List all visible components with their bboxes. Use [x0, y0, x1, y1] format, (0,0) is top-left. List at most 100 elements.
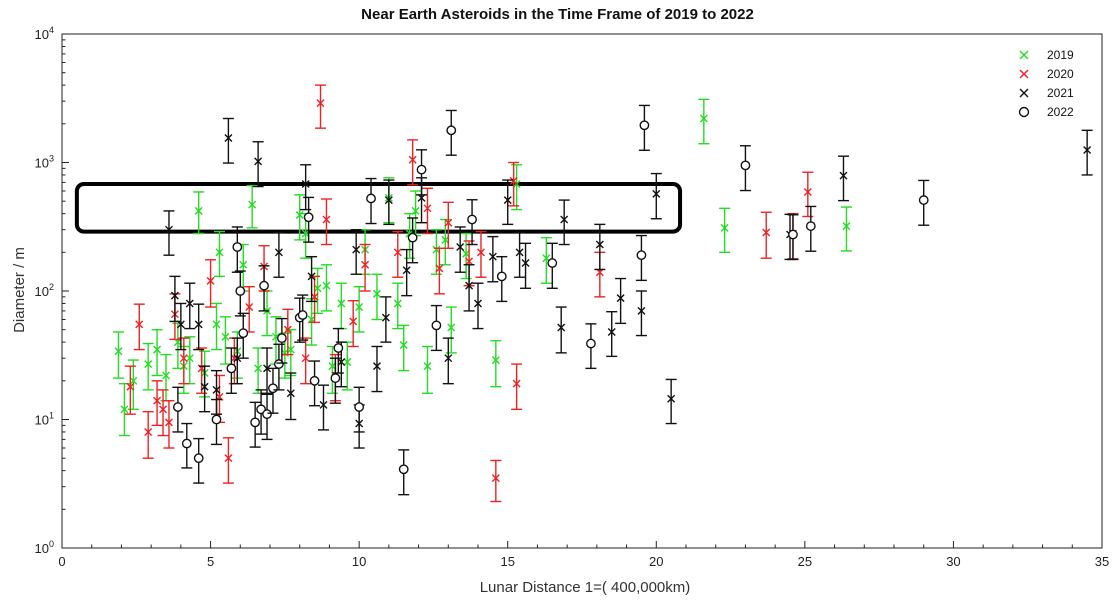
marker-x-stroke [1083, 146, 1092, 155]
data-point [249, 401, 261, 448]
data-point [273, 231, 285, 278]
marker-x-stroke [322, 215, 331, 224]
data-point [555, 306, 567, 354]
y-axis-label: Diameter / m [11, 247, 28, 333]
marker-x-stroke [248, 200, 257, 209]
marker-circle [297, 310, 308, 320]
marker-circle [354, 402, 365, 412]
data-point [219, 316, 231, 365]
data-point [175, 302, 187, 351]
data-point [234, 270, 246, 317]
highlight-layer [74, 182, 683, 234]
ticks-layer: 0 5 10 15 20 25 30 35 100 101 102 103 104 [35, 25, 1110, 569]
marker-circle [303, 212, 314, 223]
marker-x-stroke [224, 454, 233, 463]
marker-x-stroke [316, 99, 325, 108]
marker-x-stroke [503, 196, 512, 205]
marker-x-stroke [164, 225, 173, 234]
legend-marker-2022 [1018, 106, 1030, 118]
marker-x-stroke [557, 323, 566, 332]
data-point [285, 372, 297, 421]
marker-x-stroke [212, 385, 221, 394]
marker-x-stroke [114, 347, 123, 356]
marker-x-stroke [307, 272, 316, 281]
x-tick-label: 25 [798, 554, 812, 569]
data-point [496, 255, 508, 303]
data-point [112, 331, 124, 379]
marker-x-stroke [652, 189, 661, 198]
marker-x-stroke [206, 276, 215, 285]
legend-label: 2019 [1047, 48, 1074, 62]
marker-circle [547, 258, 558, 268]
data-point [231, 226, 243, 273]
data-point [719, 207, 731, 254]
marker-x-stroke [144, 427, 153, 436]
data-point [335, 282, 347, 330]
x-tick-label: 20 [649, 554, 663, 569]
data-point [380, 296, 392, 343]
marker-x-stroke [393, 248, 402, 257]
data-point [273, 343, 285, 391]
marker-x-stroke [372, 289, 381, 298]
series-2021 [163, 117, 1093, 449]
marker-x-stroke [283, 325, 292, 334]
legend-x-icon [1019, 69, 1029, 79]
marker-x-stroke [153, 396, 162, 405]
data-point [329, 357, 341, 404]
x-tick-label: 0 [58, 554, 65, 569]
data-point [585, 323, 597, 370]
data-point [466, 199, 478, 246]
marker-x-stroke [465, 281, 474, 290]
marker-x-stroke [432, 245, 441, 254]
chart-title: Near Earth Asteroids in the Time Frame o… [361, 6, 754, 23]
data-point [635, 234, 647, 282]
legend-x-icon [1019, 50, 1029, 60]
marker-x-stroke [162, 371, 170, 380]
data-point [359, 243, 371, 292]
data-point [282, 308, 294, 356]
data-point [178, 337, 190, 385]
data-point [407, 217, 419, 264]
x-tick-label: 5 [207, 554, 214, 569]
marker-x-stroke [842, 222, 851, 231]
data-point [802, 171, 814, 218]
data-point [433, 247, 445, 295]
legend-marker-2021 [1019, 88, 1029, 98]
marker-x-stroke [153, 345, 162, 354]
y-tick-label: 102 [35, 282, 54, 299]
data-point [454, 226, 466, 273]
data-point [445, 306, 457, 354]
data-point [410, 190, 422, 237]
marker-x-stroke [179, 354, 188, 363]
data-point [445, 109, 457, 156]
data-point [184, 336, 196, 385]
data-point [760, 211, 772, 259]
data-point [255, 389, 267, 435]
marker-circle [586, 338, 596, 349]
marker-x-stroke [271, 332, 280, 341]
data-point [347, 300, 359, 348]
data-point [225, 347, 237, 394]
data-point [181, 422, 193, 469]
data-point [261, 290, 273, 337]
marker-x-stroke [595, 240, 604, 249]
marker-x-stroke [194, 206, 203, 215]
marker-x-stroke [120, 405, 129, 414]
data-point [650, 172, 662, 220]
marker-x-stroke [254, 364, 263, 373]
legend-circle-icon [1018, 106, 1030, 118]
data-point [309, 360, 321, 407]
marker-circle [446, 125, 457, 136]
data-point [172, 386, 184, 433]
data-point [698, 98, 710, 145]
marker-x-stroke [384, 196, 393, 205]
data-point [315, 84, 327, 129]
data-point [237, 243, 249, 292]
marker-x-stroke [170, 291, 179, 300]
marker-x-stroke [699, 114, 708, 123]
marker-x-stroke [355, 303, 364, 312]
marker-circle [639, 120, 650, 131]
marker-x-stroke [343, 358, 352, 367]
marker-x-stroke [185, 354, 194, 363]
